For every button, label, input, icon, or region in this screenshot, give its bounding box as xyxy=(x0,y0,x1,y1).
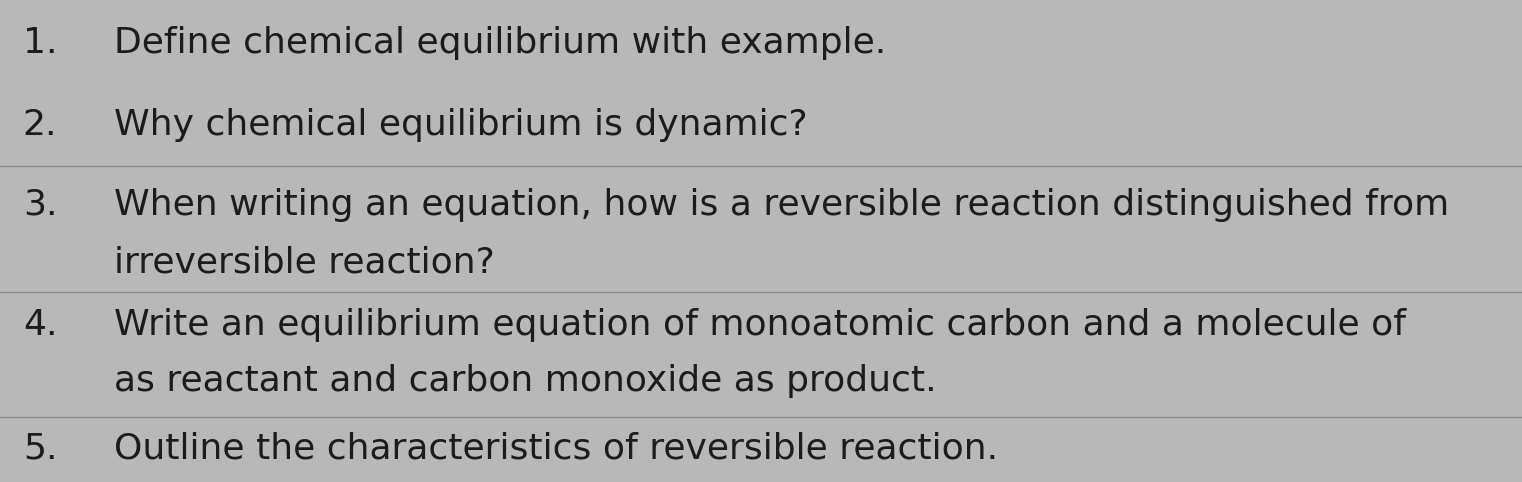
Text: irreversible reaction?: irreversible reaction? xyxy=(114,246,495,280)
Text: Define chemical equilibrium with example.: Define chemical equilibrium with example… xyxy=(114,27,886,60)
Text: When writing an equation, how is a reversible reaction distinguished from: When writing an equation, how is a rever… xyxy=(114,188,1449,222)
Text: 2.: 2. xyxy=(23,108,58,142)
Text: 4.: 4. xyxy=(23,308,58,342)
Text: Write an equilibrium equation of monoatomic carbon and a molecule of: Write an equilibrium equation of monoato… xyxy=(114,308,1406,342)
Text: Outline the characteristics of reversible reaction.: Outline the characteristics of reversibl… xyxy=(114,431,998,465)
Text: 5.: 5. xyxy=(23,431,58,465)
Text: as reactant and carbon monoxide as product.: as reactant and carbon monoxide as produ… xyxy=(114,364,936,398)
Text: 1.: 1. xyxy=(23,27,58,60)
Text: 3.: 3. xyxy=(23,188,58,222)
Text: Why chemical equilibrium is dynamic?: Why chemical equilibrium is dynamic? xyxy=(114,108,808,142)
